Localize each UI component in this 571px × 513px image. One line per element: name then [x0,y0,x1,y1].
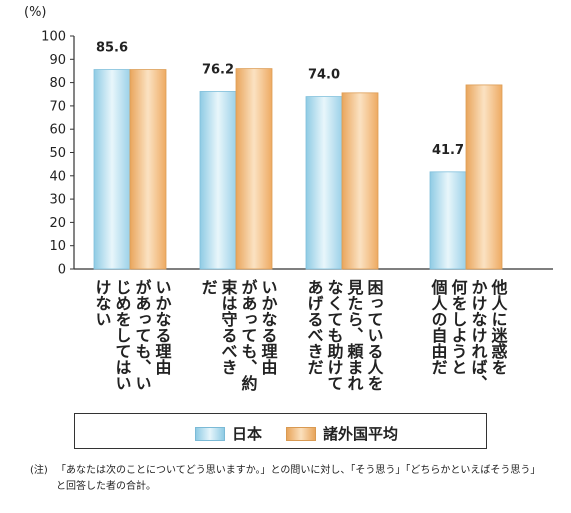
legend-label-japan: 日本 [232,425,263,443]
category-label-3-line-1: かけなければ、 [469,279,488,391]
category-label-1-line-2: 束は守るべき [219,278,238,375]
category-label-3-line-2: 何をしようと [449,278,468,375]
footnote-marker: (注) [30,465,48,476]
category-label-0-line-1: があっても、い [133,278,152,391]
bar-foreign-average-1 [235,68,273,270]
y-axis-unit-label: (%) [24,5,47,20]
category-label-1-line-0: いかなる理由 [259,279,278,376]
legend-swatch-foreign-average [286,426,316,441]
legend-label-foreign-average: 諸外国平均 [323,425,399,443]
bar-japan-1 [199,91,237,270]
legend: 日本 諸外国平均 [74,413,487,449]
category-label-3-line-0: 他人に迷惑を [489,278,509,375]
bar-foreign-average-3 [465,84,503,270]
y-tick-label: 60 [49,123,66,138]
bar-japan-0 [93,69,131,270]
category-label-1-line-3: だ [199,279,218,295]
y-axis-ticks: 0 10 20 30 40 50 60 70 80 90 100 [41,30,74,278]
bar-foreign-average-2 [341,92,379,270]
category-label-0-line-0: いかなる理由 [153,279,172,376]
category-label-2-line-1: 見たら、頼まれ [345,279,365,391]
y-tick-label: 80 [49,76,66,91]
y-tick-label: 70 [49,99,66,114]
bars-group [93,68,503,270]
value-label-japan-0: 85.6 [96,41,128,56]
y-tick-label: 0 [58,263,66,278]
y-tick-label: 40 [49,169,66,184]
y-tick-label: 100 [41,30,66,45]
y-tick-label: 10 [49,239,66,254]
category-label-2-line-3: あげるべきだ [305,279,324,375]
category-label-2-line-0: 困っている人を [365,279,384,391]
value-label-japan-1: 76.2 [202,62,234,77]
category-label-0-line-2: じめをしてはい [113,279,132,391]
y-tick-label: 90 [49,53,66,68]
footnote-text: 「あなたは次のことについてどう思いますか。」との問いに対し、「そう思う」「どちら… [56,465,541,492]
category-label-2-line-2: なくても助けて [325,279,344,391]
bar-japan-3 [429,171,467,270]
bar-foreign-average-0 [129,69,167,270]
value-labels-group: 85.6 76.2 74.0 41.7 [96,41,464,158]
value-label-japan-3: 41.7 [432,143,464,158]
value-label-japan-2: 74.0 [308,68,340,83]
legend-item-foreign-average: 諸外国平均 [286,423,398,444]
category-label-0-line-3: けない [93,279,112,327]
y-tick-label: 30 [49,193,66,208]
bar-japan-2 [305,96,343,270]
legend-item-japan: 日本 [195,423,262,444]
y-tick-label: 20 [49,216,66,231]
legend-swatch-japan [195,426,225,441]
category-label-3-line-3: 個人の自由だ [429,278,449,375]
category-label-1-line-1: があっても、約 [239,278,258,392]
y-tick-label: 50 [49,146,66,161]
